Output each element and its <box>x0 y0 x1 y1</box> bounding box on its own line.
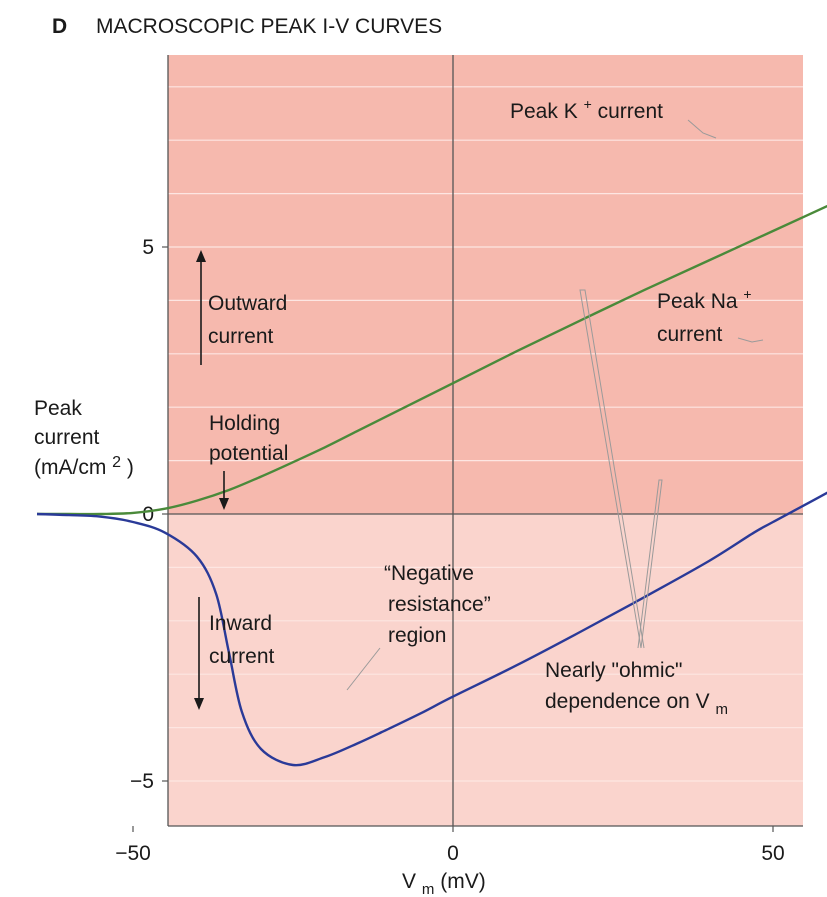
inward-line-1: Inward <box>209 612 272 635</box>
outward-current-label: Outward current <box>208 292 293 348</box>
na-label-leader <box>737 337 764 343</box>
arrows <box>194 250 229 710</box>
leader-lines <box>346 119 764 691</box>
chart-title: MACROSCOPIC PEAK I-V CURVES <box>96 15 442 38</box>
negative-line-2: resistance” <box>388 593 491 616</box>
peak-k-current-line <box>36 204 827 516</box>
outward-line-2: current <box>208 325 274 348</box>
y-label-close: ) <box>127 456 134 479</box>
y-tick-label: 5 <box>142 236 154 259</box>
k-label-leader <box>687 119 717 139</box>
negative-region-leader <box>346 647 381 691</box>
peak-k-label: Peak K + current <box>510 91 663 123</box>
outward-region <box>168 55 803 514</box>
x-tick-label: 50 <box>761 842 784 865</box>
x-tick-labels: −50050100 <box>115 826 785 865</box>
inward-line-2: current <box>209 645 275 668</box>
peak-na-text: Peak Na <box>657 290 738 313</box>
y-tick-label: −5 <box>130 770 154 793</box>
peak-k-superscript: + <box>584 96 592 112</box>
peak-k-suffix: current <box>598 100 664 123</box>
ohmic-leader-k <box>579 289 645 649</box>
negative-line-3: region <box>388 624 446 647</box>
y-axis-label: Peak current (mA/cm 2 ) <box>34 397 134 479</box>
y-tick-label: 0 <box>142 503 154 526</box>
y-label-line-1: Peak <box>34 397 82 420</box>
y-label-line-3: (mA/cm <box>34 456 106 479</box>
peak-k-text: Peak K <box>510 100 578 123</box>
peak-na-current-line <box>36 491 827 767</box>
grid-lines <box>168 86 803 782</box>
holding-arrow-head <box>219 498 229 510</box>
negative-line-1: “Negative <box>384 562 474 585</box>
ohmic-leader-na <box>637 479 663 649</box>
outward-arrow-head <box>196 250 206 262</box>
inward-region <box>168 514 803 826</box>
x-axis-label: V m (mV) <box>402 870 486 897</box>
y-label-line-2: current <box>34 426 100 449</box>
x-label-unit: (mV) <box>440 870 486 893</box>
negative-resistance-label: “Negative resistance” region <box>384 562 497 647</box>
inward-arrow-head <box>194 698 204 710</box>
holding-potential-label: Holding potential <box>209 412 288 465</box>
peak-na-superscript: + <box>743 286 751 302</box>
peak-na-line-2: current <box>657 323 723 346</box>
plot-background <box>168 55 803 826</box>
peak-na-label: Peak Na + current <box>657 281 757 346</box>
holding-line-1: Holding <box>209 412 280 435</box>
x-tick-label: −50 <box>115 842 151 865</box>
inward-current-label: Inward current <box>209 612 278 668</box>
ohmic-subscript: m <box>716 701 729 718</box>
ohmic-line-1: Nearly "ohmic" <box>545 659 682 682</box>
panel-letter: D <box>52 15 67 38</box>
y-label-superscript: 2 <box>112 454 121 471</box>
x-label-main: V <box>402 870 416 893</box>
y-tick-labels: −5 0 5 <box>130 236 168 793</box>
x-tick-label: 0 <box>447 842 459 865</box>
outward-line-1: Outward <box>208 292 287 315</box>
holding-line-2: potential <box>209 442 288 465</box>
series-lines <box>36 204 827 767</box>
ohmic-label: Nearly "ohmic" dependence on V m <box>545 659 728 718</box>
ohmic-line-2: dependence on V <box>545 690 710 713</box>
x-label-sub: m <box>422 881 435 897</box>
